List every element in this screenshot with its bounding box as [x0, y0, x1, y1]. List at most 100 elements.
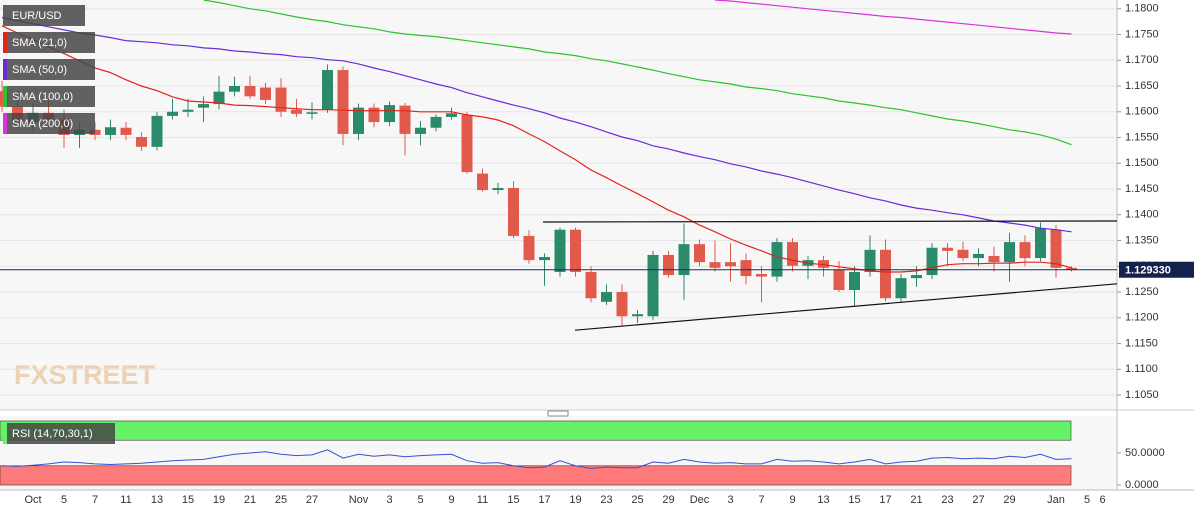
y-tick-label: 1.1600: [1125, 106, 1159, 118]
candle-body: [260, 87, 271, 100]
candle-body: [694, 244, 705, 263]
x-tick-label: 3: [386, 494, 392, 506]
x-tick-label: 7: [758, 494, 764, 506]
candle-body: [337, 70, 349, 134]
trendline: [542, 220, 1118, 223]
y-tick-label: 1.1750: [1125, 28, 1159, 40]
x-tick-label: 13: [151, 494, 163, 506]
candle-body: [678, 244, 690, 276]
x-tick-label: 15: [507, 494, 519, 506]
candle-body: [849, 271, 860, 290]
candle-body: [942, 247, 953, 251]
candle-body: [322, 70, 333, 110]
x-tick-label: 27: [972, 494, 984, 506]
y-tick-label: 1.1350: [1125, 234, 1159, 246]
candle-body: [740, 260, 752, 277]
y-tick-label: 1.1250: [1125, 286, 1159, 298]
candle-body: [709, 262, 721, 268]
candle-body: [1050, 229, 1062, 268]
legend-box[interactable]: [3, 5, 85, 26]
x-tick-label: 5: [1084, 494, 1090, 506]
y-tick-label: 1.1100: [1125, 363, 1158, 375]
candle-body: [616, 292, 628, 317]
x-tick-label: 29: [662, 494, 674, 506]
candle-body: [787, 242, 798, 266]
y-tick-label: 1.1450: [1125, 183, 1159, 195]
candle-body: [430, 116, 442, 128]
x-tick-label: 15: [182, 494, 194, 506]
candle-body: [151, 115, 163, 147]
candle-body: [647, 254, 659, 317]
price-pane: [0, 0, 1117, 410]
legend-swatch: [3, 113, 7, 134]
rsi-legend-swatch: [3, 423, 7, 444]
x-tick-label: 3: [727, 494, 733, 506]
x-tick-label: Jan: [1047, 494, 1065, 506]
candle-body: [523, 235, 535, 261]
x-tick-label: Dec: [690, 494, 710, 506]
sma-line: [203, 0, 1072, 146]
candle-body: [1019, 242, 1031, 259]
candle-body: [182, 109, 194, 112]
x-tick-label: 11: [477, 494, 488, 506]
x-tick-label: 6: [1099, 494, 1105, 506]
sma-line: [1, 16, 1072, 233]
x-tick-label: 19: [569, 494, 581, 506]
candle-body: [213, 91, 225, 105]
candle-body: [306, 112, 318, 114]
candle-body: [895, 278, 907, 299]
x-tick-label: 11: [120, 494, 131, 506]
candle-body: [291, 109, 302, 114]
x-tick-label: Oct: [24, 494, 41, 506]
legend-box[interactable]: [3, 86, 95, 107]
legend-box[interactable]: [3, 32, 95, 53]
candle-body: [446, 113, 457, 117]
candle-body: [911, 275, 922, 279]
y-tick-label: 1.1200: [1125, 312, 1159, 324]
candle-body: [539, 257, 550, 261]
x-tick-label: 23: [600, 494, 612, 506]
candle-body: [461, 114, 473, 173]
watermark: FXSTREET: [14, 360, 156, 390]
candle-body: [167, 111, 178, 116]
candle-body: [1066, 267, 1077, 270]
candle-body: [663, 254, 674, 276]
candle-body: [554, 229, 566, 272]
candle-body: [353, 107, 364, 134]
legend-swatch: [3, 59, 7, 80]
candle-body: [988, 255, 1000, 263]
pane-handle[interactable]: [547, 410, 569, 417]
rsi-tick-label: 50.0000: [1125, 447, 1165, 459]
legend-box[interactable]: [3, 59, 95, 80]
x-tick-label: 17: [538, 494, 550, 506]
x-tick-label: Nov: [349, 494, 369, 506]
candle-body: [244, 86, 256, 97]
candle-body: [570, 229, 581, 272]
candle-body: [818, 260, 829, 268]
candle-body: [585, 271, 597, 299]
candle-body: [198, 104, 209, 108]
rsi-legend-box[interactable]: [3, 423, 115, 444]
candle-body: [725, 262, 736, 267]
x-tick-label: 21: [910, 494, 922, 506]
candle-body: [880, 249, 891, 299]
x-tick-label: 19: [213, 494, 225, 506]
y-tick-label: 1.1500: [1125, 157, 1159, 169]
candle-body: [368, 107, 380, 123]
rsi-tick-label: 0.0000: [1125, 479, 1159, 491]
y-tick-label: 1.1800: [1125, 3, 1159, 15]
x-tick-label: 7: [92, 494, 98, 506]
x-tick-label: 13: [817, 494, 829, 506]
x-tick-label: 21: [244, 494, 256, 506]
candle-body: [756, 274, 767, 277]
candle-body: [864, 249, 876, 272]
sma-line: [714, 0, 1072, 35]
legend-box[interactable]: [3, 113, 95, 134]
candle-body: [136, 137, 147, 147]
rsi-legend-label: RSI (14,70,30,1): [12, 428, 93, 440]
x-tick-label: 23: [941, 494, 953, 506]
candle-body: [957, 249, 969, 259]
y-tick-label: 1.1050: [1125, 389, 1159, 401]
candle-body: [632, 314, 643, 317]
